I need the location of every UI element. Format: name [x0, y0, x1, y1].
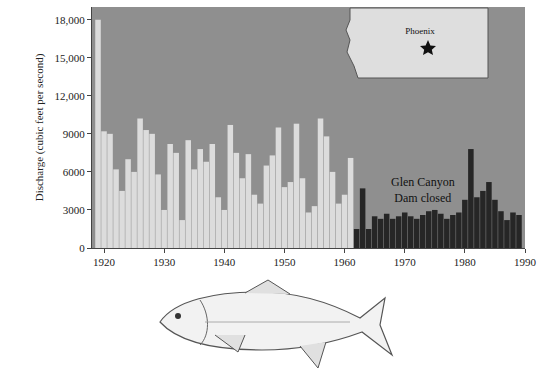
svg-text:15,000: 15,000: [55, 52, 86, 64]
svg-text:1920: 1920: [93, 256, 116, 268]
svg-text:3000: 3000: [63, 204, 86, 216]
svg-text:0: 0: [79, 242, 85, 254]
svg-text:1950: 1950: [273, 256, 296, 268]
svg-text:1990: 1990: [514, 256, 537, 268]
svg-text:18,000: 18,000: [55, 14, 86, 26]
svg-text:1970: 1970: [394, 256, 417, 268]
svg-text:12,000: 12,000: [55, 90, 86, 102]
svg-text:Discharge (cubic feet per seco: Discharge (cubic feet per second): [33, 53, 46, 201]
svg-text:Phoenix: Phoenix: [405, 26, 435, 36]
svg-text:6000: 6000: [63, 166, 86, 178]
svg-text:Glen CanyonDam closed: Glen CanyonDam closed: [391, 175, 455, 205]
svg-text:1930: 1930: [153, 256, 176, 268]
svg-text:1980: 1980: [454, 256, 477, 268]
svg-text:1940: 1940: [213, 256, 236, 268]
svg-text:9000: 9000: [63, 128, 86, 140]
svg-text:1960: 1960: [334, 256, 357, 268]
